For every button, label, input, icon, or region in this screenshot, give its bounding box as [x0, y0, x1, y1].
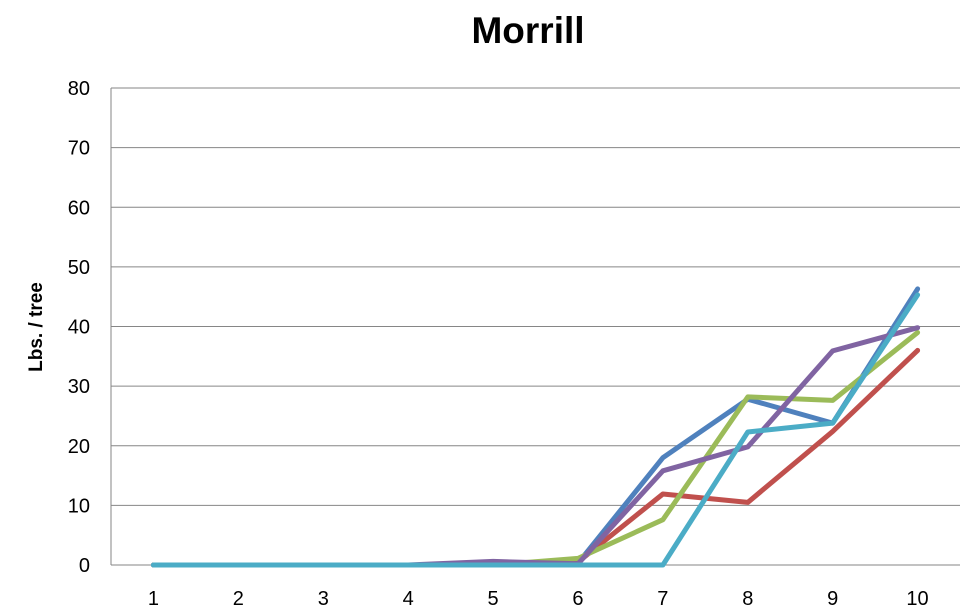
y-tick-label: 70 [68, 138, 90, 160]
y-tick-label: 30 [68, 376, 90, 398]
gridlines [111, 87, 960, 506]
y-tick-label: 50 [68, 257, 90, 279]
y-tick-label: 80 [68, 78, 90, 100]
y-tick-label: 40 [68, 317, 90, 339]
series-line-5 [150, 292, 921, 568]
y-tick-label: 0 [79, 555, 90, 577]
x-tick-labels: 1 2 3 4 5 6 7 8 9 10 [148, 588, 929, 610]
x-tick-label: 4 [403, 588, 414, 610]
x-tick-label: 5 [487, 588, 498, 610]
x-tick-label: 1 [148, 588, 159, 610]
x-tick-label: 8 [742, 588, 753, 610]
x-tick-label: 7 [657, 588, 668, 610]
y-tick-label: 20 [68, 436, 90, 458]
x-tick-label: 3 [318, 588, 329, 610]
chart-title: Morrill [471, 10, 584, 51]
x-tick-label: 2 [233, 588, 244, 610]
x-tick-label: 9 [827, 588, 838, 610]
x-tick-label: 10 [906, 588, 928, 610]
y-axis-label: Lbs. / tree [26, 282, 47, 372]
y-tick-label: 10 [68, 495, 90, 517]
y-tick-labels: 0 10 20 30 40 50 60 70 80 [68, 78, 90, 577]
x-tick-label: 6 [572, 588, 583, 610]
series-lines [150, 286, 921, 568]
y-tick-label: 60 [68, 197, 90, 219]
series-line-3 [150, 330, 921, 568]
series-line-4 [150, 325, 921, 568]
